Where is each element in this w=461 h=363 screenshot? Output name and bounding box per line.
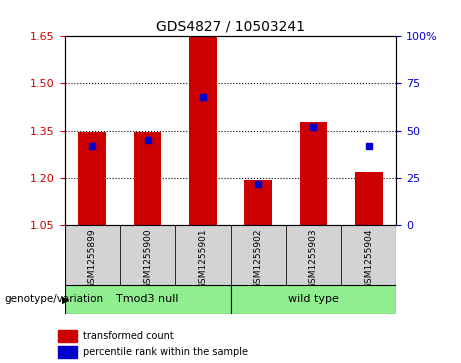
Bar (355, 172, 383, 225)
Text: GSM1255900: GSM1255900 (143, 228, 152, 289)
Text: GSM1255904: GSM1255904 (364, 228, 373, 289)
Bar (244, 180, 272, 225)
Bar (120, 225, 175, 285)
Text: GSM1255903: GSM1255903 (309, 228, 318, 289)
Text: GSM1255899: GSM1255899 (88, 228, 97, 289)
Bar (58, 330, 77, 342)
Title: GDS4827 / 10503241: GDS4827 / 10503241 (156, 20, 305, 34)
Bar (58, 346, 77, 358)
Text: genotype/variation: genotype/variation (5, 294, 104, 305)
Bar (230, 285, 396, 314)
Text: percentile rank within the sample: percentile rank within the sample (83, 347, 248, 357)
Bar (300, 122, 327, 225)
Text: GSM1255901: GSM1255901 (198, 228, 207, 289)
Bar (65, 285, 230, 314)
Text: ▶: ▶ (62, 294, 70, 305)
Bar (189, 37, 217, 225)
Text: wild type: wild type (288, 294, 339, 305)
Bar (134, 132, 161, 225)
Bar (65, 225, 120, 285)
Bar (286, 225, 341, 285)
Text: transformed count: transformed count (83, 331, 173, 341)
Bar (230, 225, 286, 285)
Text: GSM1255902: GSM1255902 (254, 228, 263, 289)
Bar (341, 225, 396, 285)
Text: Tmod3 null: Tmod3 null (116, 294, 179, 305)
Bar (78, 132, 106, 225)
Bar (175, 225, 230, 285)
